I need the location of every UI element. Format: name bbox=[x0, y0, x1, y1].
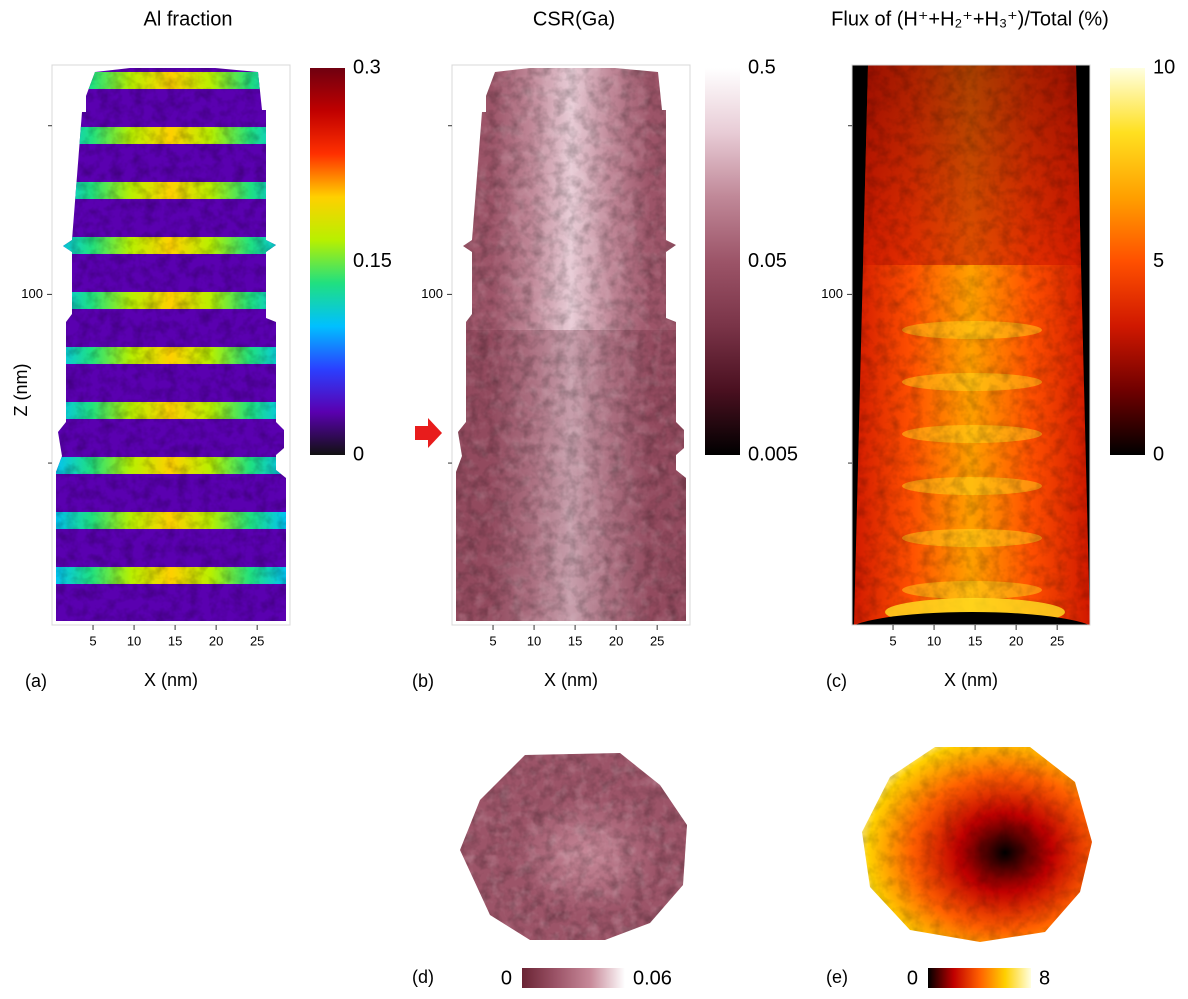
y-tick-label: 100 bbox=[21, 286, 43, 301]
x-tick-label: 10 bbox=[127, 633, 141, 648]
chart-title: Flux of (H⁺+H₂⁺+H₃⁺)/Total (%) bbox=[831, 8, 1109, 30]
x-tick-label: 5 bbox=[89, 633, 96, 648]
panel-label: (a) bbox=[25, 671, 47, 691]
arrow bbox=[415, 418, 442, 448]
panel-label: (c) bbox=[826, 671, 847, 691]
heatmap-texture bbox=[862, 747, 1092, 942]
x-tick-label: 20 bbox=[209, 633, 223, 648]
chart-title: Al fraction bbox=[144, 8, 233, 30]
y-tick-label: 100 bbox=[421, 286, 443, 301]
x-axis-label: X (nm) bbox=[144, 670, 198, 690]
y-tick-label: 100 bbox=[821, 286, 843, 301]
x-tick-label: 15 bbox=[968, 633, 982, 648]
colorbar-tick-label: 0 bbox=[907, 967, 918, 989]
x-tick-label: 25 bbox=[250, 633, 264, 648]
heatmap-image bbox=[456, 68, 686, 621]
colorbar bbox=[310, 68, 345, 455]
x-tick-label: 20 bbox=[609, 633, 623, 648]
heatmap-image bbox=[460, 753, 687, 940]
heatmap-bottom bbox=[854, 612, 1090, 625]
colorbar-tick-label: 0.15 bbox=[353, 250, 392, 272]
panel-label: (d) bbox=[412, 967, 434, 987]
x-tick-label: 5 bbox=[889, 633, 896, 648]
colorbar bbox=[928, 968, 1031, 988]
colorbar-tick-label: 0 bbox=[501, 967, 512, 989]
colorbar-tick-label: 0.06 bbox=[633, 967, 672, 989]
x-tick-label: 10 bbox=[527, 633, 541, 648]
colorbar-tick-label: 0.05 bbox=[748, 250, 787, 272]
colorbar-tick-label: 5 bbox=[1153, 250, 1164, 272]
x-axis-label: X (nm) bbox=[944, 670, 998, 690]
x-axis-label: X (nm) bbox=[544, 670, 598, 690]
x-tick-label: 25 bbox=[650, 633, 664, 648]
heatmap-texture bbox=[460, 753, 687, 940]
x-tick-label: 10 bbox=[927, 633, 941, 648]
heatmap-texture bbox=[456, 68, 686, 621]
plot-frame bbox=[51, 64, 291, 626]
plot-frame bbox=[451, 64, 691, 626]
x-tick-label: 20 bbox=[1009, 633, 1023, 648]
colorbar-tick-label: 0 bbox=[1153, 443, 1164, 465]
colorbar bbox=[1110, 68, 1145, 455]
chart-title: CSR(Ga) bbox=[533, 8, 615, 30]
heatmap-image bbox=[56, 68, 286, 621]
panel-label: (e) bbox=[826, 967, 848, 987]
plot-frame bbox=[851, 64, 1091, 626]
colorbar-tick-label: 0 bbox=[353, 443, 364, 465]
x-tick-label: 25 bbox=[1050, 633, 1064, 648]
x-tick-label: 5 bbox=[489, 633, 496, 648]
heatmap-texture bbox=[56, 68, 286, 621]
colorbar-tick-label: 0.5 bbox=[748, 56, 776, 78]
colorbar-tick-label: 0.3 bbox=[353, 56, 381, 78]
colorbar-tick-label: 8 bbox=[1039, 967, 1050, 989]
panel-label: (b) bbox=[412, 671, 434, 691]
y-axis-label: Z (nm) bbox=[11, 364, 31, 417]
heatmap-image bbox=[862, 747, 1092, 942]
colorbar bbox=[705, 68, 740, 455]
heatmap-texture bbox=[854, 65, 1090, 625]
colorbar-tick-label: 10 bbox=[1153, 56, 1175, 78]
heatmap-image bbox=[854, 65, 1090, 625]
x-tick-label: 15 bbox=[168, 633, 182, 648]
colorbar bbox=[522, 968, 625, 988]
x-tick-label: 15 bbox=[568, 633, 582, 648]
colorbar-tick-label: 0.005 bbox=[748, 443, 798, 465]
